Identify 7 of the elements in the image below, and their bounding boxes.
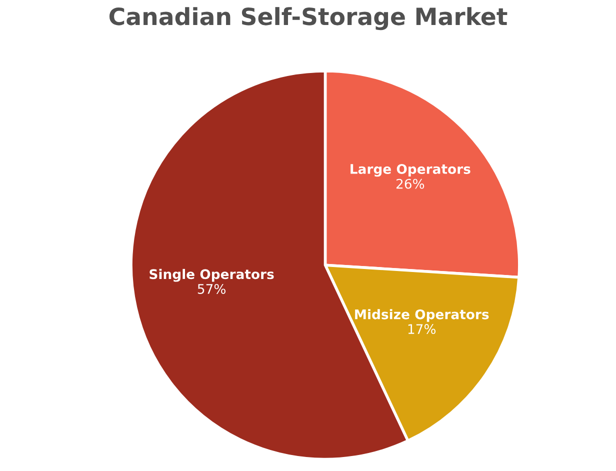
- data-label: 26%: [396, 178, 424, 189]
- slice-label: Midsize Operators: [355, 309, 489, 322]
- data-label: 57%: [198, 284, 226, 294]
- data-label: 17%: [408, 324, 436, 334]
- slice-label: Single Operators: [150, 268, 274, 282]
- slice-label: Large Operators: [350, 164, 470, 177]
- chart-title: Canadian Self-Storage Market: [109, 7, 508, 30]
